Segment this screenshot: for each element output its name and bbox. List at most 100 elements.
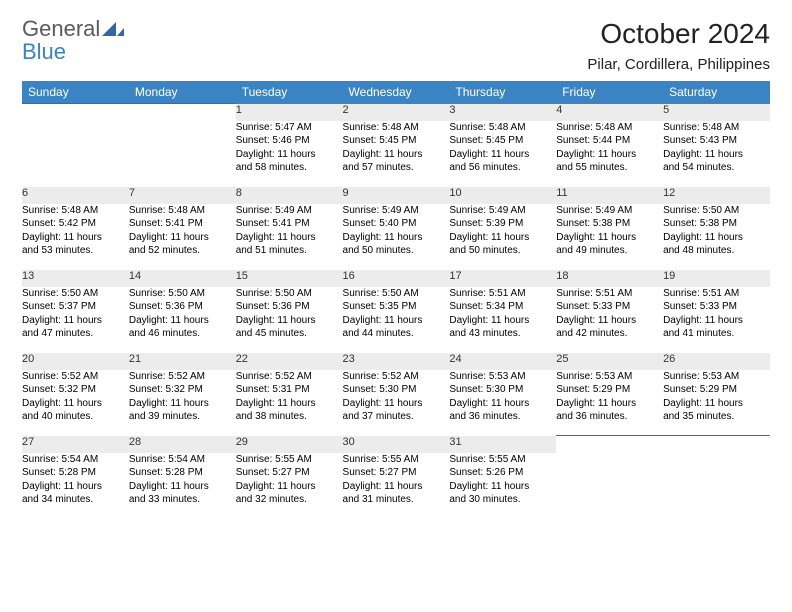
- sunset-line: Sunset: 5:32 PM: [22, 383, 129, 397]
- sunrise-line: Sunrise: 5:55 AM: [449, 453, 556, 467]
- daylight-line: Daylight: 11 hours: [663, 314, 770, 328]
- empty-cell: [556, 453, 663, 519]
- sunset-line: Sunset: 5:29 PM: [556, 383, 663, 397]
- day-number: 1: [236, 104, 343, 121]
- daylight-line: Daylight: 11 hours: [343, 314, 450, 328]
- empty-cell: [556, 436, 663, 453]
- daylight-line: and 53 minutes.: [22, 244, 129, 258]
- sunset-line: Sunset: 5:26 PM: [449, 466, 556, 480]
- daylight-line: Daylight: 11 hours: [663, 231, 770, 245]
- daylight-line: Daylight: 11 hours: [236, 148, 343, 162]
- sunrise-line: Sunrise: 5:52 AM: [343, 370, 450, 384]
- sunset-line: Sunset: 5:27 PM: [236, 466, 343, 480]
- day-number: 4: [556, 104, 663, 121]
- day-number: 26: [663, 353, 770, 370]
- daylight-line: Daylight: 11 hours: [449, 314, 556, 328]
- sunrise-line: Sunrise: 5:51 AM: [449, 287, 556, 301]
- daylight-line: and 54 minutes.: [663, 161, 770, 175]
- daylight-line: Daylight: 11 hours: [556, 231, 663, 245]
- day-cell: Sunrise: 5:55 AMSunset: 5:27 PMDaylight:…: [343, 453, 450, 519]
- daylight-line: and 50 minutes.: [343, 244, 450, 258]
- day-cell: Sunrise: 5:54 AMSunset: 5:28 PMDaylight:…: [22, 453, 129, 519]
- daylight-line: Daylight: 11 hours: [343, 397, 450, 411]
- day-number: 21: [129, 353, 236, 370]
- weekday-header: Sunday: [22, 81, 129, 104]
- sunset-line: Sunset: 5:31 PM: [236, 383, 343, 397]
- day-cell: Sunrise: 5:50 AMSunset: 5:36 PMDaylight:…: [236, 287, 343, 353]
- day-number: 24: [449, 353, 556, 370]
- daylight-line: and 34 minutes.: [22, 493, 129, 507]
- sunset-line: Sunset: 5:28 PM: [22, 466, 129, 480]
- sunrise-line: Sunrise: 5:49 AM: [236, 204, 343, 218]
- sunset-line: Sunset: 5:30 PM: [449, 383, 556, 397]
- sunrise-line: Sunrise: 5:50 AM: [236, 287, 343, 301]
- day-cell: Sunrise: 5:53 AMSunset: 5:30 PMDaylight:…: [449, 370, 556, 436]
- title-block: October 2024 Pilar, Cordillera, Philippi…: [587, 18, 770, 73]
- daylight-line: and 33 minutes.: [129, 493, 236, 507]
- daylight-line: and 48 minutes.: [663, 244, 770, 258]
- sunrise-line: Sunrise: 5:48 AM: [556, 121, 663, 135]
- daylight-line: Daylight: 11 hours: [129, 314, 236, 328]
- daylight-line: and 58 minutes.: [236, 161, 343, 175]
- day-cell: Sunrise: 5:50 AMSunset: 5:38 PMDaylight:…: [663, 204, 770, 270]
- day-cell: Sunrise: 5:55 AMSunset: 5:27 PMDaylight:…: [236, 453, 343, 519]
- daylight-line: and 50 minutes.: [449, 244, 556, 258]
- daylight-line: Daylight: 11 hours: [663, 397, 770, 411]
- daylight-line: Daylight: 11 hours: [449, 480, 556, 494]
- daylight-line: and 41 minutes.: [663, 327, 770, 341]
- sunrise-line: Sunrise: 5:54 AM: [22, 453, 129, 467]
- empty-cell: [129, 121, 236, 187]
- logo-text: General Blue: [22, 18, 124, 64]
- day-number: 18: [556, 270, 663, 287]
- sunrise-line: Sunrise: 5:50 AM: [22, 287, 129, 301]
- day-cell: Sunrise: 5:54 AMSunset: 5:28 PMDaylight:…: [129, 453, 236, 519]
- day-cell: Sunrise: 5:50 AMSunset: 5:36 PMDaylight:…: [129, 287, 236, 353]
- day-number: 11: [556, 187, 663, 204]
- sunset-line: Sunset: 5:32 PM: [129, 383, 236, 397]
- weekday-header: Wednesday: [343, 81, 450, 104]
- day-number: 28: [129, 436, 236, 453]
- sunset-line: Sunset: 5:39 PM: [449, 217, 556, 231]
- daylight-line: Daylight: 11 hours: [556, 314, 663, 328]
- sunset-line: Sunset: 5:45 PM: [343, 134, 450, 148]
- daylight-line: and 46 minutes.: [129, 327, 236, 341]
- sunset-line: Sunset: 5:41 PM: [129, 217, 236, 231]
- day-number: 6: [22, 187, 129, 204]
- daynum-row: 2728293031: [22, 436, 770, 453]
- sunset-line: Sunset: 5:36 PM: [129, 300, 236, 314]
- day-cell: Sunrise: 5:48 AMSunset: 5:44 PMDaylight:…: [556, 121, 663, 187]
- daylight-line: and 43 minutes.: [449, 327, 556, 341]
- weekday-header: Saturday: [663, 81, 770, 104]
- daylight-line: and 55 minutes.: [556, 161, 663, 175]
- weekday-header: Thursday: [449, 81, 556, 104]
- sunrise-line: Sunrise: 5:48 AM: [449, 121, 556, 135]
- daylight-line: Daylight: 11 hours: [129, 231, 236, 245]
- daynum-row: 13141516171819: [22, 270, 770, 287]
- daylight-line: Daylight: 11 hours: [343, 148, 450, 162]
- day-number: 19: [663, 270, 770, 287]
- sunset-line: Sunset: 5:34 PM: [449, 300, 556, 314]
- month-title: October 2024: [587, 18, 770, 50]
- day-number: 15: [236, 270, 343, 287]
- daylight-line: Daylight: 11 hours: [449, 148, 556, 162]
- day-cell: Sunrise: 5:52 AMSunset: 5:32 PMDaylight:…: [22, 370, 129, 436]
- day-cell: Sunrise: 5:52 AMSunset: 5:31 PMDaylight:…: [236, 370, 343, 436]
- day-number: 12: [663, 187, 770, 204]
- day-number: 25: [556, 353, 663, 370]
- calendar-table: SundayMondayTuesdayWednesdayThursdayFrid…: [22, 81, 770, 519]
- sunrise-line: Sunrise: 5:50 AM: [129, 287, 236, 301]
- sunrise-line: Sunrise: 5:55 AM: [343, 453, 450, 467]
- sunset-line: Sunset: 5:27 PM: [343, 466, 450, 480]
- daylight-line: and 32 minutes.: [236, 493, 343, 507]
- sunset-line: Sunset: 5:35 PM: [343, 300, 450, 314]
- daylight-line: Daylight: 11 hours: [663, 148, 770, 162]
- day-number: 14: [129, 270, 236, 287]
- daynum-row: 20212223242526: [22, 353, 770, 370]
- calendar-header-row: SundayMondayTuesdayWednesdayThursdayFrid…: [22, 81, 770, 104]
- sunrise-line: Sunrise: 5:53 AM: [449, 370, 556, 384]
- day-cell: Sunrise: 5:49 AMSunset: 5:41 PMDaylight:…: [236, 204, 343, 270]
- day-cell: Sunrise: 5:50 AMSunset: 5:35 PMDaylight:…: [343, 287, 450, 353]
- daylight-line: and 35 minutes.: [663, 410, 770, 424]
- daynum-row: 6789101112: [22, 187, 770, 204]
- day-number: 29: [236, 436, 343, 453]
